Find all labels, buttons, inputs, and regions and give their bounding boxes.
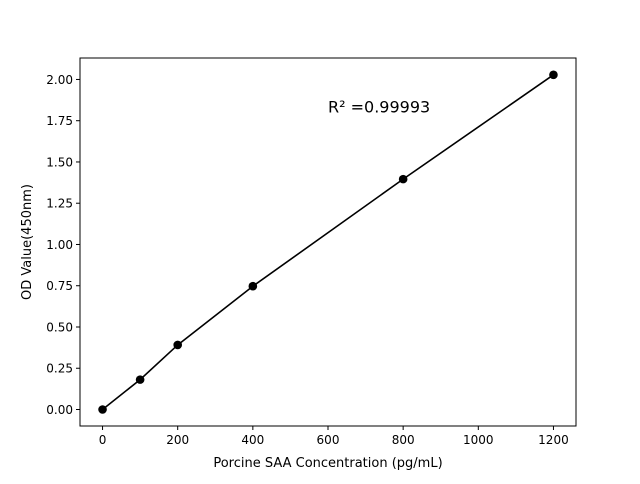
x-tick-label: 200 (166, 433, 189, 447)
y-tick-label: 2.00 (46, 73, 73, 87)
data-point (398, 174, 408, 184)
x-tick-label: 800 (392, 433, 415, 447)
data-point (549, 70, 558, 80)
data-point (173, 340, 182, 350)
y-tick-label: 0.00 (46, 403, 73, 417)
x-axis-label: Porcine SAA Concentration (pg/mL) (213, 456, 442, 471)
fit-line (102, 74, 554, 411)
x-tick-label: 1000 (463, 433, 494, 447)
y-axis-label: OD Value(450nm) (20, 184, 35, 300)
x-tick-label: 400 (241, 433, 264, 447)
data-point (248, 281, 258, 291)
y-tick-label: 1.50 (46, 155, 73, 169)
data-point (98, 405, 107, 414)
data-point (135, 375, 145, 384)
y-tick-label: 0.25 (46, 362, 73, 376)
y-tick-label: 1.75 (46, 114, 73, 128)
y-tick-label: 1.00 (46, 238, 73, 252)
x-tick-label: 600 (317, 433, 340, 447)
r-squared-annotation: R² =0.99993 (328, 98, 430, 117)
y-tick-label: 0.75 (46, 279, 73, 293)
y-tick-label: 0.50 (46, 320, 73, 334)
y-tick-label: 1.25 (46, 197, 73, 211)
x-tick-label: 1200 (538, 433, 569, 447)
x-tick-label: 0 (99, 433, 107, 447)
